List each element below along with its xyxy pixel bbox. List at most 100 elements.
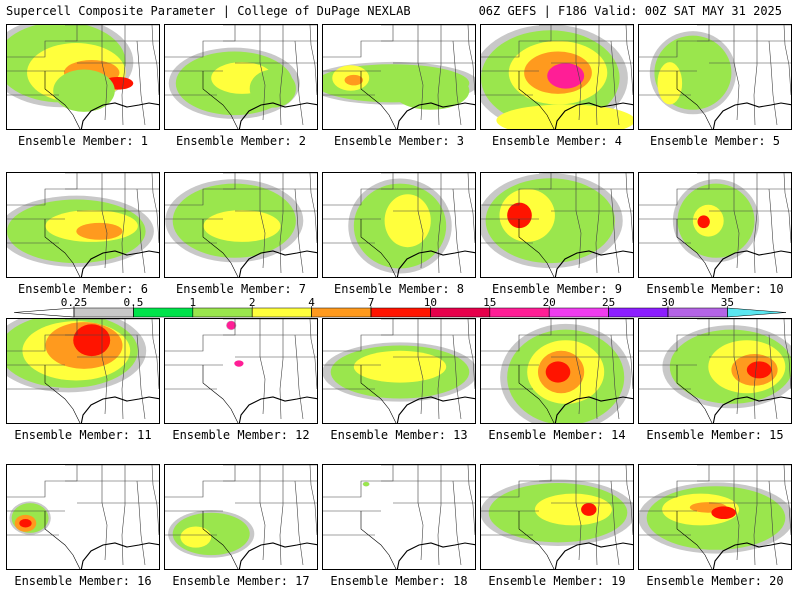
- state-boundary-line: [279, 465, 284, 566]
- member-caption: Ensemble Member: 8: [333, 282, 465, 296]
- scp-field-map: [323, 319, 475, 423]
- scp-contour-fill: [581, 503, 597, 516]
- state-boundary-line: [323, 25, 394, 58]
- legend-tick-label: 35: [721, 296, 734, 309]
- state-boundary-line: [165, 25, 236, 58]
- ensemble-member-map: [6, 24, 160, 130]
- state-boundary-line: [437, 25, 442, 126]
- legend-tick-label: 4: [308, 296, 315, 309]
- state-boundary-line: [610, 40, 620, 126]
- scp-field-map: [639, 465, 791, 569]
- state-boundary-line: [259, 465, 266, 561]
- scp-contour-fill: [353, 350, 447, 383]
- state-boundary-line: [733, 319, 740, 415]
- legend-color-swatch: [192, 307, 253, 318]
- state-boundary-line: [202, 71, 239, 129]
- state-boundary-line: [467, 25, 475, 96]
- state-boundary-line: [639, 25, 710, 58]
- state-boundary-line: [481, 319, 552, 352]
- state-boundary-line: [575, 319, 582, 415]
- legend-tick-label: 1: [189, 296, 196, 309]
- ensemble-member-map: [322, 318, 476, 424]
- scp-contour-fill: [547, 63, 585, 89]
- legend-color-swatch: [667, 307, 728, 318]
- state-boundary-line: [7, 25, 78, 58]
- state-boundary-line: [165, 173, 236, 206]
- state-boundary-line: [80, 102, 159, 129]
- state-boundary-line: [768, 188, 778, 274]
- member-caption: Ensemble Member: 2: [175, 134, 307, 148]
- state-boundary-line: [417, 25, 424, 121]
- state-boundary-line: [309, 465, 317, 536]
- legend-tick-label: 0.25: [61, 296, 88, 309]
- state-boundary-line: [121, 25, 126, 126]
- state-boundary-line: [101, 319, 108, 415]
- state-boundary-line: [294, 188, 304, 274]
- state-boundary-line: [44, 511, 81, 569]
- state-boundary-line: [676, 71, 713, 129]
- state-boundary-line: [712, 396, 791, 423]
- state-boundary-line: [467, 173, 475, 244]
- scp-contour-fill: [53, 69, 115, 112]
- member-caption: Ensemble Member: 15: [646, 428, 784, 442]
- scp-contour-fill: [344, 74, 364, 86]
- state-boundary-line: [753, 465, 758, 566]
- legend-tick-label: 0.5: [123, 296, 143, 309]
- ensemble-member-map: [164, 318, 318, 424]
- state-boundary-line: [712, 102, 791, 129]
- state-boundary-line: [7, 465, 78, 498]
- state-boundary-line: [595, 25, 600, 126]
- scp-contour-fill: [363, 481, 370, 487]
- scp-contour-fill: [657, 62, 683, 105]
- state-boundary-line: [554, 542, 633, 569]
- member-caption: Ensemble Member: 9: [491, 282, 623, 296]
- member-caption: Ensemble Member: 17: [172, 574, 310, 588]
- scp-field-map: [7, 319, 159, 423]
- state-boundary-line: [595, 319, 600, 420]
- state-boundary-line: [783, 173, 791, 244]
- state-boundary-line: [360, 365, 397, 423]
- state-boundary-line: [783, 319, 791, 390]
- legend-tick-label: 25: [602, 296, 615, 309]
- state-boundary-line: [417, 319, 424, 415]
- state-boundary-line: [80, 250, 159, 277]
- state-boundary-line: [396, 250, 475, 277]
- member-caption: Ensemble Member: 11: [14, 428, 152, 442]
- state-boundary-line: [323, 319, 394, 352]
- state-boundary-line: [396, 102, 475, 129]
- scp-field-map: [481, 25, 633, 129]
- state-boundary-line: [610, 334, 620, 420]
- state-boundary-line: [467, 465, 475, 536]
- state-boundary-line: [518, 511, 555, 569]
- state-boundary-line: [625, 319, 633, 390]
- state-boundary-line: [238, 102, 317, 129]
- state-boundary-line: [783, 25, 791, 96]
- state-boundary-line: [279, 173, 284, 274]
- state-boundary-line: [467, 319, 475, 390]
- legend-underflow-arrow: [13, 307, 75, 318]
- member-caption: Ensemble Member: 5: [649, 134, 781, 148]
- state-boundary-line: [417, 173, 424, 269]
- member-caption: Ensemble Member: 18: [330, 574, 468, 588]
- scp-contour-fill: [249, 69, 296, 108]
- ensemble-member-map: [322, 24, 476, 130]
- legend-tick-label: 20: [543, 296, 556, 309]
- scp-contour-fill: [203, 210, 281, 242]
- state-boundary-line: [121, 173, 126, 274]
- state-boundary-line: [554, 102, 633, 129]
- scp-field-map: [7, 25, 159, 129]
- scp-field-map: [639, 173, 791, 277]
- ensemble-member-map: [6, 318, 160, 424]
- state-boundary-line: [518, 365, 555, 423]
- scp-field-map: [7, 465, 159, 569]
- state-boundary-line: [396, 396, 475, 423]
- state-boundary-line: [676, 365, 713, 423]
- legend-color-swatch: [311, 307, 372, 318]
- state-boundary-line: [733, 25, 740, 121]
- state-boundary-line: [639, 465, 710, 498]
- state-boundary-line: [554, 250, 633, 277]
- ensemble-member-map: [480, 24, 634, 130]
- ensemble-member-map: [164, 24, 318, 130]
- state-boundary-line: [676, 219, 713, 277]
- state-boundary-line: [417, 465, 424, 561]
